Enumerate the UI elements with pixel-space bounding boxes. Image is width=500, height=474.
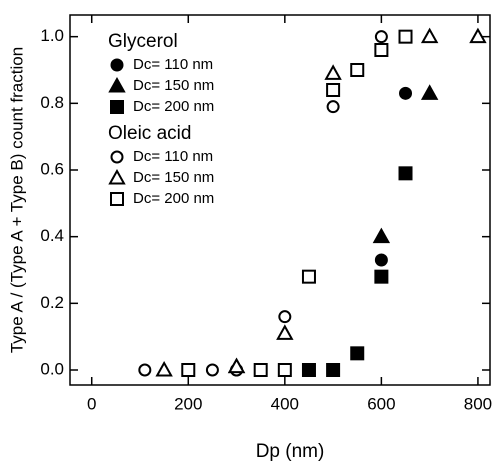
legend-label: Dc= 200 nm [133,190,214,207]
legend-title: Glycerol [108,31,178,52]
y-tick-label: 0.4 [40,226,64,245]
point [301,363,316,377]
point [469,27,487,44]
point [181,363,196,377]
y-tick-label: 0.8 [40,93,64,112]
legend-label: Dc= 110 nm [133,148,213,165]
x-tick-label: 600 [367,394,395,413]
point [324,64,342,80]
legend-label: Dc= 150 nm [133,77,214,94]
point [398,29,413,44]
point [420,84,439,100]
legend-marker [110,150,124,164]
y-tick-label: 0.0 [40,359,64,378]
point [374,43,389,57]
y-tick-label: 0.6 [40,159,64,178]
point [350,63,365,77]
point [227,357,246,374]
legend-label: Dc= 150 nm [133,169,214,186]
point [278,310,292,324]
point [399,86,413,100]
point [138,363,152,377]
point [350,346,365,361]
point [326,363,341,377]
y-axis-label: Type A / (Type A + Type B) count fractio… [7,47,26,353]
x-tick-label: 200 [174,394,202,413]
point [372,227,391,244]
legend-marker [110,192,124,206]
y-tick-label: 1.0 [40,26,64,45]
x-tick-label: 800 [464,394,492,413]
y-tick-label: 0.2 [40,293,64,312]
point [326,83,341,97]
point [155,360,173,377]
point [276,324,294,340]
point [374,30,388,44]
point [205,363,219,377]
point [374,269,389,284]
point [420,27,439,44]
x-axis-label: Dp (nm) [256,441,325,462]
legend-marker [108,76,126,93]
x-tick-label: 400 [271,394,299,413]
legend-label: Dc= 200 nm [133,98,214,115]
legend-marker [110,100,124,114]
point [326,100,340,114]
x-tick-label: 0 [87,394,96,413]
legend-marker [110,58,124,72]
point [253,363,268,377]
point [277,363,292,377]
legend-title: Oleic acid [108,123,191,144]
point [374,253,388,267]
plot-frame [69,14,491,386]
point [398,166,413,181]
legend-marker [108,168,126,185]
point [301,269,316,284]
legend-label: Dc= 110 nm [133,56,213,73]
